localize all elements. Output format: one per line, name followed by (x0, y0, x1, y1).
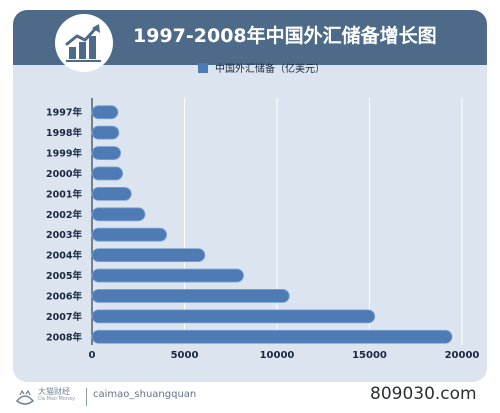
bar (91, 146, 122, 160)
y-tick-label: 2004年 (46, 250, 82, 262)
bar (91, 309, 376, 324)
bar (91, 125, 120, 140)
growth-chart-icon (65, 24, 101, 62)
footer-logo-subtitle: Da Mao Money (38, 396, 76, 402)
x-tick-label: 0 (89, 350, 96, 361)
footer-separator (86, 388, 87, 406)
chart-title: 1997-2008年中国外汇储备增长图 (133, 25, 437, 47)
bar (91, 105, 119, 120)
bar (91, 289, 290, 303)
bar (91, 207, 146, 222)
y-tick-label: 2001年 (46, 188, 82, 200)
y-tick-label: 2008年 (46, 331, 82, 343)
cat-logo-icon (15, 389, 35, 405)
y-tick-label: 2002年 (46, 209, 82, 221)
x-tick-label: 10000 (260, 350, 295, 361)
y-tick-label: 2000年 (46, 168, 82, 180)
x-tick-label: 20000 (445, 350, 480, 361)
y-tick-label: 1999年 (46, 148, 82, 160)
legend-swatch (198, 62, 208, 73)
x-tick-label: 5000 (171, 350, 199, 361)
logo-badge (55, 14, 113, 72)
bar (91, 227, 168, 242)
watermark: 809030.com (370, 384, 477, 404)
bar (91, 268, 244, 283)
y-tick-label: 1997年 (46, 107, 82, 119)
bar (91, 329, 453, 344)
bar (91, 186, 132, 201)
y-tick-label: 2007年 (46, 311, 82, 323)
bar (91, 248, 206, 263)
footer-logo-text: 大猫财经 (38, 387, 70, 396)
chart-legend: 中国外汇储备（亿美元） (198, 60, 325, 75)
y-tick-label: 2005年 (46, 270, 82, 282)
y-tick-label: 2003年 (46, 229, 82, 241)
bar (91, 166, 124, 181)
y-tick-label: 1998年 (46, 127, 82, 139)
bar-chart: 0 5000 10000 15000 20000 1997年 1998年 1999年 2000年… (46, 98, 480, 361)
y-tick-label: 2006年 (46, 290, 82, 302)
footer (0, 382, 500, 413)
x-tick-label: 15000 (352, 350, 387, 361)
footer-handle: caimao_shuangquan (93, 389, 197, 400)
legend-label: 中国外汇储备（亿美元） (215, 64, 325, 75)
